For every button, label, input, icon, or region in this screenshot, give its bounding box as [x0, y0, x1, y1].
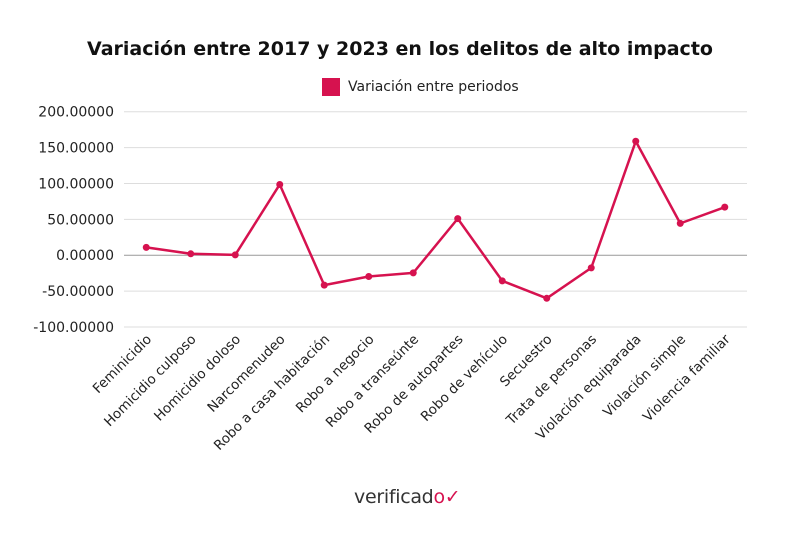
- data-point: [632, 137, 640, 145]
- y-tick-label: -100.00000: [33, 320, 114, 336]
- y-tick-label: 150.00000: [38, 141, 114, 157]
- data-point: [454, 215, 462, 223]
- y-tick-label: 50.00000: [47, 212, 114, 228]
- data-point: [543, 294, 551, 302]
- data-point: [365, 272, 373, 280]
- y-tick-label: 0.00000: [56, 248, 114, 264]
- data-point: [676, 219, 684, 227]
- x-tick-label: Violación simple: [600, 332, 689, 421]
- y-tick-label: 100.00000: [38, 176, 114, 192]
- data-point: [721, 203, 729, 211]
- verificado-logo: verificado✓: [354, 486, 461, 508]
- y-tick-label: -50.00000: [42, 284, 114, 300]
- data-point: [498, 277, 506, 285]
- legend: Variación entre periodos: [322, 78, 519, 96]
- chart-title: Variación entre 2017 y 2023 en los delit…: [87, 38, 713, 60]
- data-point: [320, 281, 328, 289]
- legend-swatch: [322, 78, 340, 96]
- x-tick-label: Robo a negocio: [293, 332, 378, 417]
- y-tick-label: 200.00000: [38, 105, 114, 121]
- series-line: [146, 140, 726, 300]
- data-point: [231, 251, 239, 259]
- data-point: [187, 250, 195, 258]
- data-point: [276, 180, 284, 188]
- x-tick-label: Violencia familiar: [640, 331, 734, 425]
- data-point: [409, 269, 417, 277]
- legend-label: Variación entre periodos: [348, 79, 519, 95]
- data-point: [587, 264, 595, 272]
- x-tick-label: Narcomenudeo: [204, 332, 288, 416]
- data-point: [142, 243, 150, 251]
